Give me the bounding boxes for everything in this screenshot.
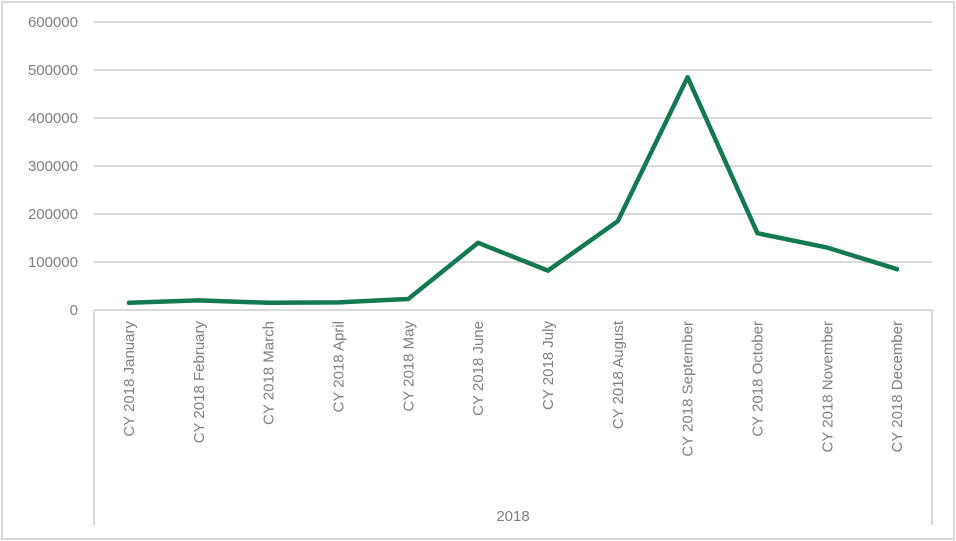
x-tick-label: CY 2018 January	[121, 321, 138, 437]
y-tick-label: 400000	[28, 110, 78, 127]
x-tick-label: CY 2018 April	[330, 321, 347, 412]
y-tick-label: 600000	[28, 14, 78, 31]
x-tick-label: CY 2018 July	[540, 321, 557, 410]
data-series-line	[126, 74, 900, 306]
x-tick-label: CY 2018 December	[889, 321, 906, 452]
x-tick-label: CY 2018 May	[400, 321, 417, 412]
x-tick-label: CY 2018 November	[819, 321, 836, 452]
x-tick-label: CY 2018 March	[261, 321, 278, 425]
x-tick-label: CY 2018 August	[610, 320, 627, 429]
y-tick-label: 500000	[28, 62, 78, 79]
y-tick-label: 0	[70, 302, 78, 319]
y-tick-label: 200000	[28, 206, 78, 223]
y-tick-label: 300000	[28, 158, 78, 175]
x-tick-label: CY 2018 June	[470, 321, 487, 416]
x-axis-group-label: 2018	[496, 508, 529, 525]
y-tick-label: 100000	[28, 254, 78, 271]
x-tick-label: CY 2018 October	[749, 321, 766, 437]
x-tick-label: CY 2018 February	[191, 321, 208, 444]
x-tick-label: CY 2018 September	[680, 321, 697, 457]
